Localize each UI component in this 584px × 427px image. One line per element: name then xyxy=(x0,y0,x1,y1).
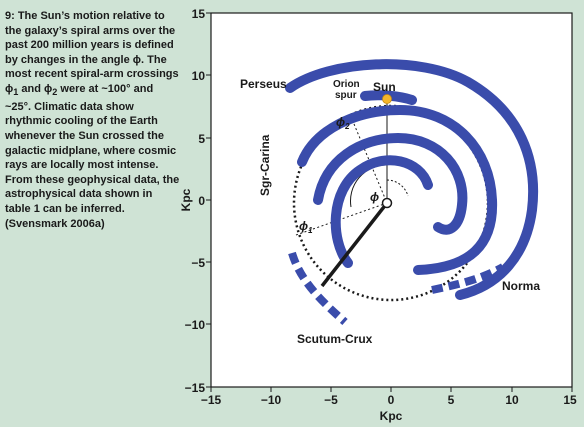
phi2-subscript: 2 xyxy=(344,122,350,131)
sun-direction-line xyxy=(320,201,389,288)
label-norma: Norma xyxy=(502,279,540,293)
arm-inner xyxy=(313,132,468,235)
caption-text-1: 9: The Sun’s motion relative to the gala… xyxy=(5,10,176,66)
caption-phi2: ϕ xyxy=(44,82,53,95)
y-axis-label: Kpc xyxy=(179,188,193,211)
label-sun: Sun xyxy=(373,80,396,94)
arm-sgr-carina xyxy=(297,104,498,275)
y-tick-label: 5 xyxy=(198,132,205,146)
caption-phi1: ϕ xyxy=(5,82,14,95)
phi1-symbol: ϕ xyxy=(299,219,308,233)
phi-angle-arc-small xyxy=(386,179,409,197)
x-tick-label: −10 xyxy=(261,393,282,407)
y-tick-label: −5 xyxy=(191,256,205,270)
phi1-subscript: 1 xyxy=(308,226,313,235)
label-phi1: ϕ1 xyxy=(299,219,313,235)
y-tick-label: 15 xyxy=(192,7,206,21)
y-tick-label: 0 xyxy=(198,194,205,208)
label-phi: ϕ xyxy=(370,190,379,204)
y-tick-label: −15 xyxy=(185,381,206,395)
label-phi2: ϕ2 xyxy=(336,115,350,131)
label-orion-line1: Orion xyxy=(333,79,360,90)
x-tick-label: 15 xyxy=(563,393,577,407)
label-scutum-crux: Scutum-Crux xyxy=(297,332,373,346)
arm-scutum-crux-extension xyxy=(288,251,348,326)
caption-phi: ϕ xyxy=(132,53,142,66)
label-perseus: Perseus xyxy=(240,77,287,91)
arm-scutum-crux xyxy=(330,155,433,268)
y-tick-label: −10 xyxy=(185,318,206,332)
caption-text-2: . The most recent spiral-arm crossings xyxy=(5,53,179,81)
x-axis-label: Kpc xyxy=(380,409,403,423)
caption-phi2-sub: 2 xyxy=(52,87,58,98)
galactic-center xyxy=(381,197,393,209)
label-sgr-carina: Sgr-Carina xyxy=(258,134,272,196)
axis-ticks xyxy=(206,12,573,392)
phi2-dotted-line xyxy=(353,123,388,204)
phi2-symbol: ϕ xyxy=(336,115,345,129)
x-tick-label: −15 xyxy=(201,393,222,407)
x-tick-label: −5 xyxy=(324,393,338,407)
sun-marker xyxy=(382,94,392,104)
plot-frame xyxy=(210,12,573,388)
caption-text-3: were at ~100° and ~25°. Climatic data sh… xyxy=(5,82,180,230)
figure-caption: 9: The Sun’s motion relative to the gala… xyxy=(5,9,181,231)
x-tick-label: 0 xyxy=(388,393,395,407)
caption-and: and xyxy=(18,82,45,95)
arm-norma-extension xyxy=(431,263,505,294)
y-tick-label: 10 xyxy=(192,69,206,83)
x-tick-label: 10 xyxy=(505,393,519,407)
caption-phi1-sub: 1 xyxy=(13,87,19,98)
x-tick-label: 5 xyxy=(448,393,455,407)
arm-perseus xyxy=(285,59,539,300)
label-orion-line2: spur xyxy=(335,90,357,101)
